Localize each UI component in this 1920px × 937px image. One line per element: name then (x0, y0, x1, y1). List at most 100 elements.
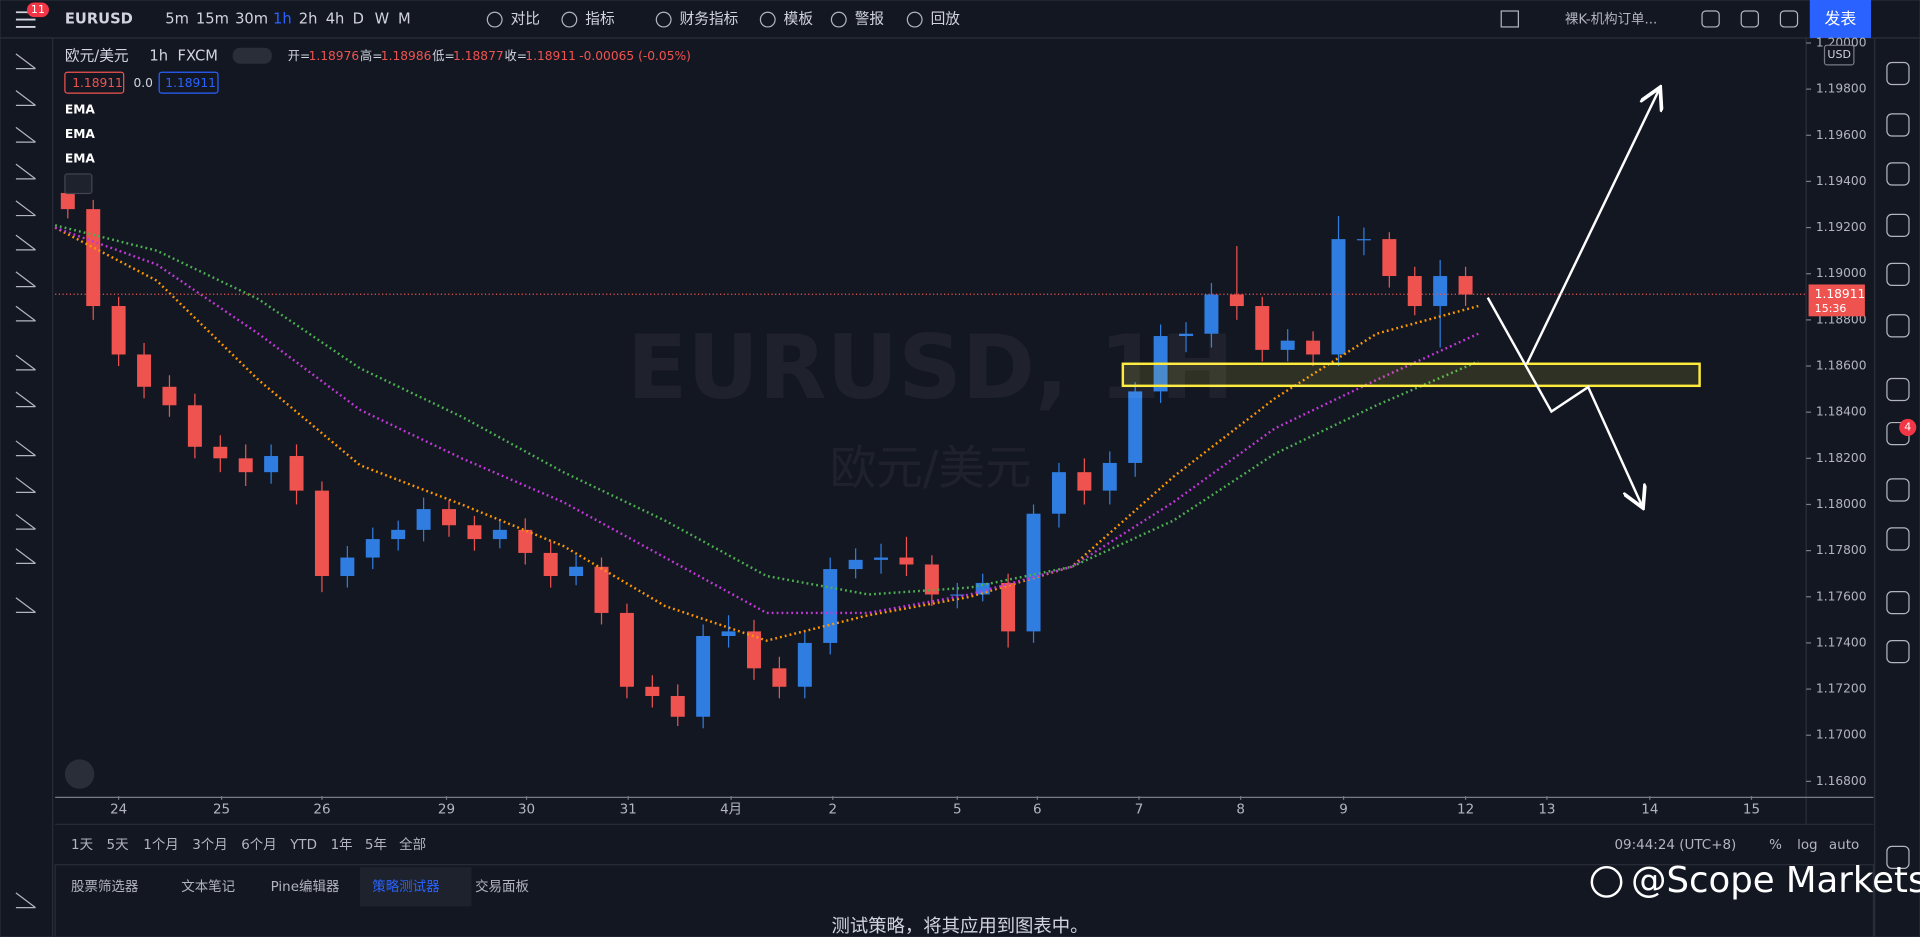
ohlc-value: 1.18877 (453, 49, 504, 63)
candle-body (823, 569, 838, 643)
interval[interactable]: W (375, 11, 390, 28)
side-icon[interactable] (1886, 162, 1910, 186)
range[interactable]: YTD (289, 837, 317, 853)
toolbar-button[interactable]: 指标 (585, 11, 615, 28)
tab[interactable]: 策略测试器 (372, 878, 440, 895)
range[interactable]: 3个月 (192, 837, 228, 853)
candle-body (1255, 306, 1270, 350)
axis-option[interactable]: log (1797, 837, 1818, 853)
toolbar-button[interactable]: 警报 (855, 11, 885, 28)
tool-icon[interactable] (15, 892, 36, 909)
ohlc-key: 开= (288, 49, 310, 63)
tool-icon[interactable] (15, 354, 36, 371)
interval[interactable]: 5m (165, 11, 189, 28)
arrow-up[interactable] (1525, 89, 1659, 365)
tool-icon[interactable] (15, 513, 36, 530)
tool-icon[interactable] (15, 90, 36, 106)
tool-icon[interactable] (15, 477, 36, 493)
symbol[interactable]: EURUSD (65, 11, 133, 28)
toolbar-button[interactable]: 回放 (931, 11, 961, 28)
tab[interactable]: 交易面板 (475, 878, 529, 895)
candle-body (746, 631, 761, 669)
publish-bg[interactable] (1809, 0, 1872, 38)
tool-icon[interactable] (15, 126, 36, 143)
toolbar-icon[interactable] (1779, 10, 1799, 28)
side-icon[interactable] (1886, 478, 1910, 502)
candle-body (1407, 276, 1422, 307)
range[interactable]: 1年 (331, 837, 353, 853)
interval[interactable]: 15m (196, 11, 229, 28)
candle-body (797, 642, 812, 687)
side-icon[interactable] (1886, 262, 1910, 286)
interval[interactable]: 1h (273, 11, 292, 28)
candle-body (365, 539, 380, 558)
x-tick-label: 4月 (720, 802, 742, 818)
interval[interactable]: 4h (326, 11, 345, 28)
tool-icon[interactable] (15, 271, 36, 288)
x-tick-label: 6 (1033, 802, 1042, 818)
interval[interactable]: 30m (235, 11, 268, 28)
side-icon[interactable] (1886, 61, 1910, 86)
candle-body (1356, 239, 1371, 241)
axis-option[interactable]: auto (1829, 837, 1859, 853)
x-tick-label: 12 (1457, 802, 1474, 818)
x-tick-label: 14 (1641, 802, 1658, 818)
range[interactable]: 5天 (107, 837, 129, 853)
ohlc-value: 1.18986 (381, 49, 432, 63)
tab[interactable]: 文本笔记 (181, 879, 235, 895)
candle-body (975, 582, 990, 595)
interval[interactable]: M (398, 11, 411, 28)
tool-icon[interactable] (15, 391, 36, 408)
ask: 1.18911 (165, 76, 216, 90)
tool-icon[interactable] (15, 234, 36, 251)
tool-icon[interactable] (15, 548, 36, 565)
tool-icon[interactable] (15, 597, 36, 614)
side-icon[interactable] (1886, 314, 1910, 338)
spread: 0.0 (133, 76, 152, 90)
toolbar-button[interactable]: 对比 (511, 11, 540, 28)
candle-body (1382, 239, 1397, 277)
tool-icon[interactable] (15, 305, 36, 322)
interval[interactable]: 2h (299, 11, 318, 28)
tool-icon[interactable] (15, 163, 36, 180)
badge: 11 (31, 3, 45, 16)
range[interactable]: 全部 (399, 836, 426, 853)
toolbar-button[interactable]: 模板 (784, 10, 814, 28)
zone-box[interactable] (1121, 362, 1701, 388)
side-icon[interactable] (1886, 527, 1910, 551)
range[interactable]: 1个月 (143, 837, 179, 853)
side-icon[interactable] (1886, 845, 1910, 870)
tool-icon[interactable] (15, 53, 36, 70)
collapse-button[interactable] (64, 173, 93, 195)
interval[interactable]: D (353, 11, 364, 28)
ema-line (54, 226, 1479, 615)
toolbar-icon[interactable] (1740, 10, 1759, 28)
arrow-down[interactable] (1486, 297, 1642, 506)
candle-body (264, 456, 279, 473)
tool-icon[interactable] (15, 440, 36, 457)
range[interactable]: 6个月 (241, 837, 277, 853)
candle-body (1331, 239, 1346, 355)
candle-body (1051, 472, 1066, 514)
publish[interactable]: 发表 (1824, 9, 1856, 28)
range[interactable]: 1天 (71, 837, 93, 853)
side-icon[interactable] (1886, 590, 1910, 615)
cloud-button[interactable] (64, 759, 95, 789)
tool-icon[interactable] (15, 200, 36, 217)
layout-name[interactable]: 裸K-机构订单... (1565, 12, 1657, 28)
candle-body (670, 695, 685, 717)
x-tick-label: 31 (620, 802, 637, 818)
tab[interactable]: 股票筛选器 (71, 879, 139, 895)
candle-body (442, 509, 457, 526)
side-icon[interactable] (1886, 213, 1910, 238)
legend-eye[interactable] (232, 47, 272, 64)
side-icon[interactable] (1886, 377, 1910, 402)
tab[interactable]: Pine编辑器 (271, 879, 340, 895)
side-icon[interactable] (1886, 639, 1910, 664)
toolbar-icon[interactable] (1701, 10, 1720, 28)
y-tick-label: 1.17600 (1816, 589, 1867, 603)
toolbar-button[interactable]: 财务指标 (680, 11, 739, 28)
axis-option[interactable]: % (1769, 837, 1782, 853)
range[interactable]: 5年 (365, 837, 387, 853)
side-icon[interactable] (1886, 113, 1910, 137)
